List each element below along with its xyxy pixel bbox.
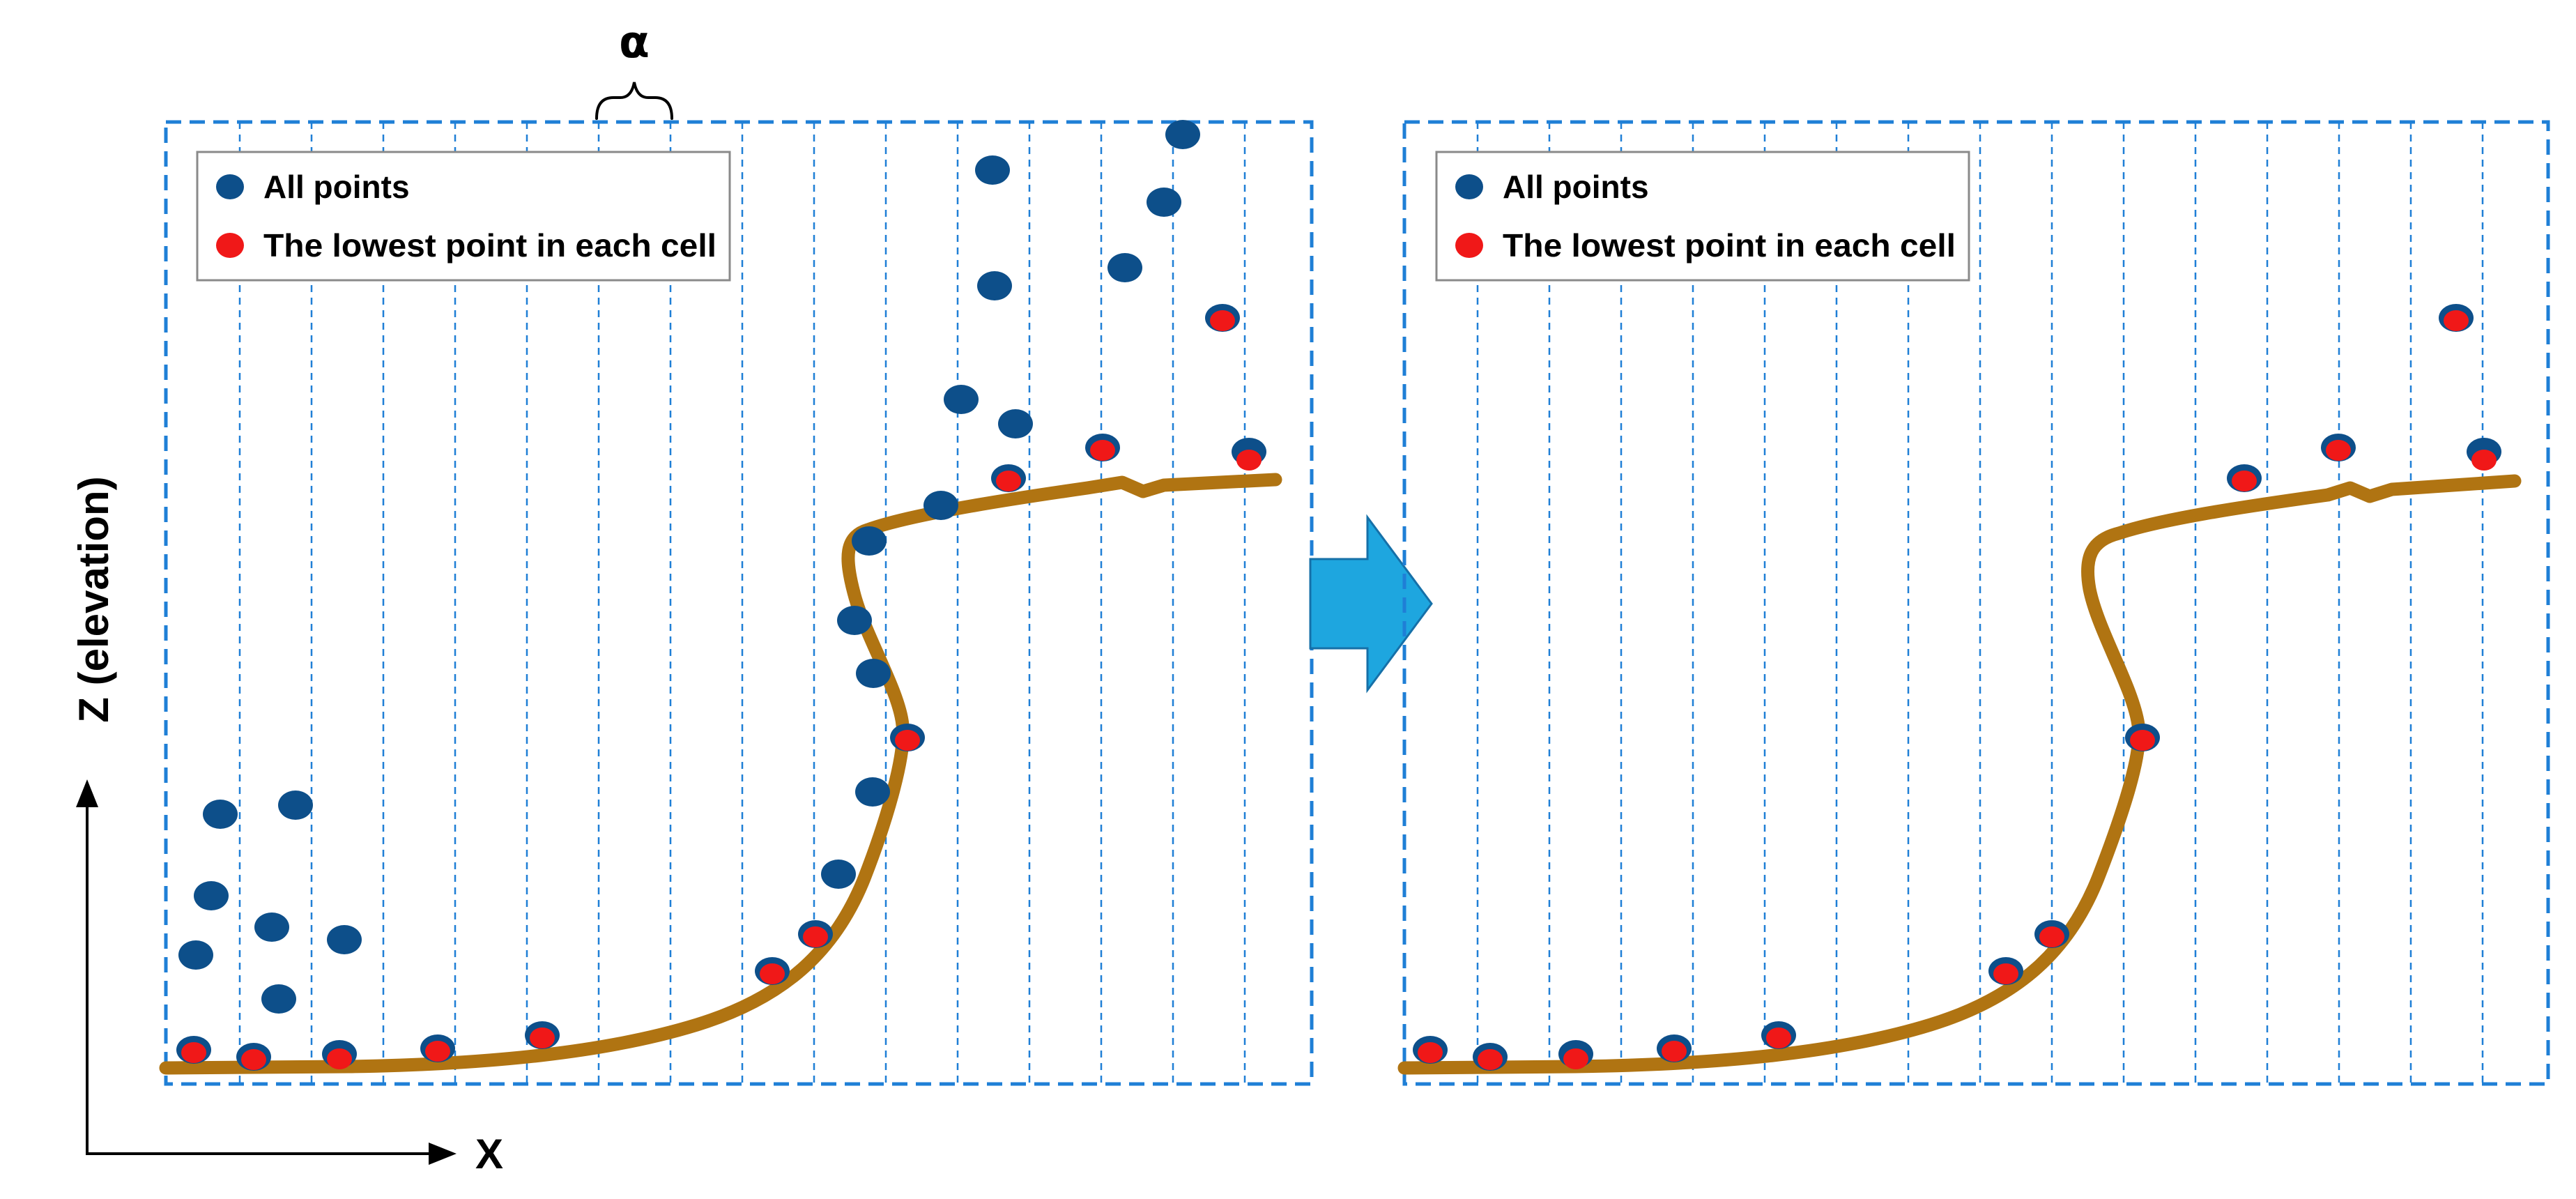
right-terrain-curve xyxy=(1397,474,2522,1075)
terrain-point xyxy=(254,912,289,942)
right-grid-cells xyxy=(1476,122,2484,1084)
terrain-point xyxy=(203,800,238,829)
alpha-cell-width-marker: α xyxy=(595,17,673,120)
lowest-point-marker xyxy=(1761,1021,1796,1049)
lowest-point-marker xyxy=(1085,434,1120,461)
terrain-point xyxy=(998,409,1033,438)
lowest-point-marker xyxy=(1232,438,1266,471)
left-panel: All points The lowest point in each cell… xyxy=(159,17,1314,1086)
lowest-point-marker xyxy=(1558,1040,1593,1069)
lowest-point-marker xyxy=(420,1034,455,1062)
lowest-point-marker xyxy=(322,1040,357,1069)
alpha-brace xyxy=(595,82,673,120)
legend-all-points-swatch xyxy=(216,174,244,199)
right-arrow-icon xyxy=(1309,514,1433,694)
left-lowest-points xyxy=(176,304,1266,1071)
x-axis-label: X xyxy=(475,1131,503,1177)
terrain-point xyxy=(178,940,213,970)
lowest-point-marker xyxy=(755,957,790,985)
terrain-point xyxy=(977,271,1012,300)
lowest-point-marker xyxy=(991,464,1026,492)
left-legend: All points The lowest point in each cell xyxy=(196,151,731,282)
right-legend-box xyxy=(1435,151,1970,282)
terrain-point xyxy=(327,925,362,954)
legend-lowest-point-swatch xyxy=(216,233,244,258)
lowest-point-marker xyxy=(1988,957,2023,985)
legend-all-points-swatch xyxy=(1455,174,1483,199)
terrain-point xyxy=(837,606,872,635)
lowest-point-marker xyxy=(798,920,833,948)
lowest-point-marker xyxy=(176,1036,211,1064)
terrain-point xyxy=(261,984,296,1014)
lowest-point-marker xyxy=(1205,304,1240,332)
terrain-point xyxy=(944,385,979,414)
lowest-point-marker xyxy=(1657,1034,1692,1062)
lowest-point-marker xyxy=(2467,438,2501,471)
lowest-point-marker xyxy=(1413,1036,1448,1064)
right-lowest-points xyxy=(1413,304,2501,1071)
legend-lowest-point-label: The lowest point in each cell xyxy=(263,227,716,264)
left-terrain-curve xyxy=(159,473,1282,1075)
left-legend-box xyxy=(196,151,731,282)
lowest-point-marker xyxy=(1473,1043,1508,1071)
lowest-point-marker xyxy=(2227,464,2262,492)
right-panel-frame xyxy=(1402,120,2550,1086)
lowest-point-marker xyxy=(2439,304,2474,332)
left-all-points xyxy=(178,120,1200,1014)
legend-lowest-point-label: The lowest point in each cell xyxy=(1503,227,1956,264)
terrain-point xyxy=(278,791,313,820)
z-axis-arrowhead-icon xyxy=(76,779,98,807)
terrain-point xyxy=(855,777,890,807)
legend-lowest-point-swatch xyxy=(1455,233,1483,258)
lowest-point-marker xyxy=(525,1021,560,1049)
lowest-point-marker xyxy=(236,1043,271,1071)
terrain-point xyxy=(852,526,887,556)
z-axis-label: Z (elevation) xyxy=(70,476,117,722)
lowest-point-marker xyxy=(2034,920,2069,948)
lowest-point-marker xyxy=(2321,434,2356,461)
left-grid-cells xyxy=(238,122,1246,1084)
right-legend: All points The lowest point in each cell xyxy=(1435,151,1970,282)
terrain-point xyxy=(923,491,958,520)
terrain-point xyxy=(194,881,229,910)
terrain-point xyxy=(1165,120,1200,149)
terrain-point xyxy=(821,860,856,889)
coordinate-axes: X Z (elevation) xyxy=(70,476,503,1177)
terrain-point xyxy=(1147,188,1181,217)
lowest-point-marker xyxy=(890,724,925,751)
terrain-point xyxy=(1107,253,1142,282)
legend-all-points-label: All points xyxy=(263,169,410,205)
alpha-label: α xyxy=(619,17,650,68)
legend-all-points-label: All points xyxy=(1503,169,1649,205)
right-panel: All points The lowest point in each cell xyxy=(1397,120,2550,1086)
terrain-point xyxy=(975,155,1010,185)
terrain-point xyxy=(856,659,891,688)
lowest-point-marker xyxy=(2125,724,2160,751)
x-axis-arrowhead-icon xyxy=(429,1143,457,1165)
